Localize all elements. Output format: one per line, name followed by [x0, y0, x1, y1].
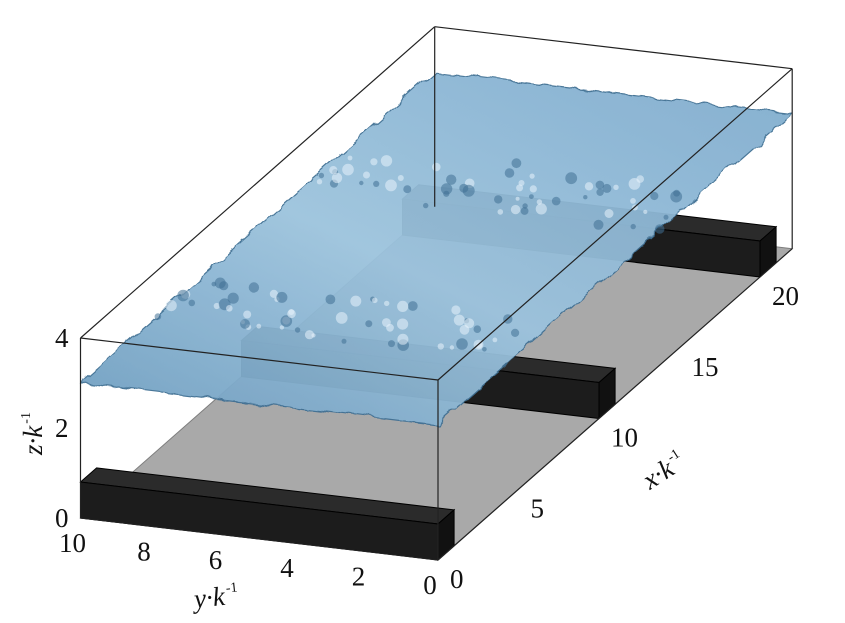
x-axis-label: x·k-1 — [636, 446, 690, 496]
x-tick-label: 10 — [611, 423, 638, 453]
y-axis-label: y·k-1 — [190, 579, 240, 614]
frame-edge — [435, 27, 793, 69]
z-tick-label: 2 — [55, 413, 69, 443]
svg-text:z·k: z·k — [18, 425, 48, 456]
z-axis-label: z·k-1 — [18, 412, 48, 456]
y-tick-label: 8 — [137, 536, 151, 566]
x-tick-label: 0 — [450, 564, 464, 594]
z-axis-label-superscript: -1 — [19, 412, 34, 424]
y-tick-label: 0 — [423, 570, 437, 600]
y-tick-label: 4 — [280, 553, 294, 583]
x-tick-label: 15 — [692, 352, 719, 382]
z-tick-label: 4 — [55, 323, 69, 353]
y-tick-label: 2 — [352, 562, 366, 592]
x-tick-label: 20 — [772, 281, 799, 311]
y-axis-label-superscript: -1 — [225, 580, 238, 596]
z-tick-label: 0 — [55, 503, 69, 533]
x-tick-label: 5 — [531, 493, 545, 523]
y-tick-label: 6 — [209, 545, 223, 575]
svg-text:y·k: y·k — [190, 581, 228, 614]
